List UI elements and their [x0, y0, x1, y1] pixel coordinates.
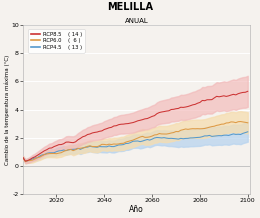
Y-axis label: Cambio de la temperatura máxima (°C): Cambio de la temperatura máxima (°C) [4, 54, 10, 165]
Legend: RCP8.5    ( 14 ), RCP6.0    (  6 ), RCP4.5    ( 13 ): RCP8.5 ( 14 ), RCP6.0 ( 6 ), RCP4.5 ( 13… [28, 29, 84, 53]
X-axis label: Año: Año [129, 205, 144, 214]
Title: ANUAL: ANUAL [125, 18, 148, 24]
Text: MELILLA: MELILLA [107, 2, 153, 12]
